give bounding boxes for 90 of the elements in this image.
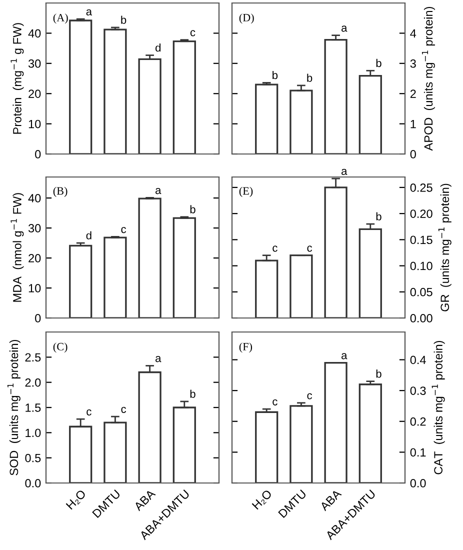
y2-tick-label: 0.1	[410, 448, 426, 457]
bar	[358, 74, 382, 154]
bar	[290, 254, 313, 318]
y2-tick-label: 0.10	[410, 262, 432, 270]
bar	[104, 422, 127, 483]
y2-tick-label: 2	[410, 90, 416, 98]
annotation: b	[190, 390, 196, 398]
annotation: b	[121, 16, 126, 24]
y-tick-label: 10	[28, 284, 41, 292]
y-axis-title: MDA (nmol g$^{−1}$ FW)	[10, 193, 24, 302]
y-tick-label: 10	[28, 120, 41, 128]
annotation: b	[307, 74, 312, 82]
y2-tick-label: 0.4	[410, 356, 426, 364]
annotation: c	[121, 227, 126, 234]
y-tick-label: 0	[35, 314, 41, 322]
annotation: c	[272, 399, 278, 406]
y2-tick-label: 0.3	[410, 386, 426, 395]
annotation: a	[342, 353, 348, 360]
y-tick-label: 1.5	[26, 404, 41, 412]
annotation: (E)	[239, 186, 253, 197]
bar	[255, 260, 278, 318]
x-tick-label: H₂O	[252, 489, 273, 510]
y2-axis-title: APOD (units mg$^{−1}$ protein)	[422, 6, 435, 151]
text: a	[342, 168, 348, 175]
y-tick-label: 2.0	[25, 378, 41, 387]
annotation: b	[376, 370, 382, 378]
y2-tick-label: 0	[410, 150, 416, 158]
annotation: c	[121, 406, 126, 413]
bar	[69, 244, 92, 318]
y2-tick-label: 3	[410, 59, 416, 68]
annotation: a	[342, 26, 348, 32]
annotation: d	[86, 231, 92, 240]
y2-tick-label: 0.05	[410, 288, 432, 296]
y-axis-title: SOD (units mg$^{−1}$ protein)	[7, 340, 20, 476]
annotation: c	[272, 246, 278, 252]
bar	[358, 384, 382, 483]
y-tick-label: 20	[28, 90, 41, 98]
bar	[138, 198, 162, 318]
bar	[104, 236, 127, 318]
y-tick-label: 0.5	[25, 454, 41, 462]
y-tick-label: 30	[28, 59, 41, 68]
annotation: b	[376, 212, 382, 220]
annotation: a	[156, 188, 162, 194]
y-tick-label: 30	[28, 224, 41, 232]
y2-tick-label: 1	[410, 120, 416, 128]
bar	[358, 228, 382, 318]
bar	[255, 84, 278, 154]
y-tick-label: 40	[28, 194, 41, 202]
annotation: b	[272, 70, 278, 80]
bar	[172, 40, 196, 154]
bar	[104, 28, 127, 154]
bar	[69, 20, 92, 154]
annotation: (A)	[53, 14, 68, 24]
y-tick-label: 1.0	[26, 428, 41, 438]
y-axis-title: Protein (mg$^{−1}$ g FW)	[10, 23, 24, 134]
y-tick-label: 0.0	[25, 479, 41, 488]
y-tick-label: 40	[28, 29, 41, 38]
bar	[324, 39, 348, 154]
annotation: d	[156, 44, 161, 52]
y2-axis-title: CAT (units mg$^{−1}$ protein)	[432, 340, 445, 474]
annotation: a	[156, 356, 162, 362]
bar	[290, 90, 313, 154]
y2-tick-label: 0.00	[410, 314, 432, 322]
x-tick-label: H₂O	[66, 489, 87, 510]
annotation: c	[307, 393, 312, 400]
y2-tick-label: 0.25	[410, 183, 432, 192]
annotation: c	[307, 246, 312, 252]
y-tick-label: 0	[35, 150, 41, 158]
annotation: c	[190, 30, 196, 36]
bar	[290, 405, 313, 483]
y-tick-label: 20	[28, 254, 41, 262]
y2-tick-label: 0.0	[410, 479, 426, 488]
annotation: c	[86, 409, 92, 416]
bar	[255, 411, 278, 483]
annotation: b	[376, 58, 382, 68]
bar	[138, 58, 162, 154]
annotation: (B)	[53, 186, 68, 197]
bar	[172, 217, 196, 318]
y2-tick-label: 4	[410, 29, 416, 38]
y-tick-label: 2.5	[25, 353, 41, 362]
annotation: a	[86, 9, 92, 16]
y2-tick-label: 0.15	[410, 236, 432, 244]
y2-tick-label: 0.20	[410, 210, 432, 218]
y2-axis-title: GR (units mg$^{−1}$ protein)	[438, 184, 452, 312]
bar	[324, 362, 348, 483]
annotation: (F)	[239, 342, 252, 353]
annotation: b	[190, 205, 196, 214]
annotation: (D)	[239, 14, 254, 24]
annotation: (C)	[53, 342, 68, 353]
y2-tick-label: 0.2	[410, 417, 426, 426]
